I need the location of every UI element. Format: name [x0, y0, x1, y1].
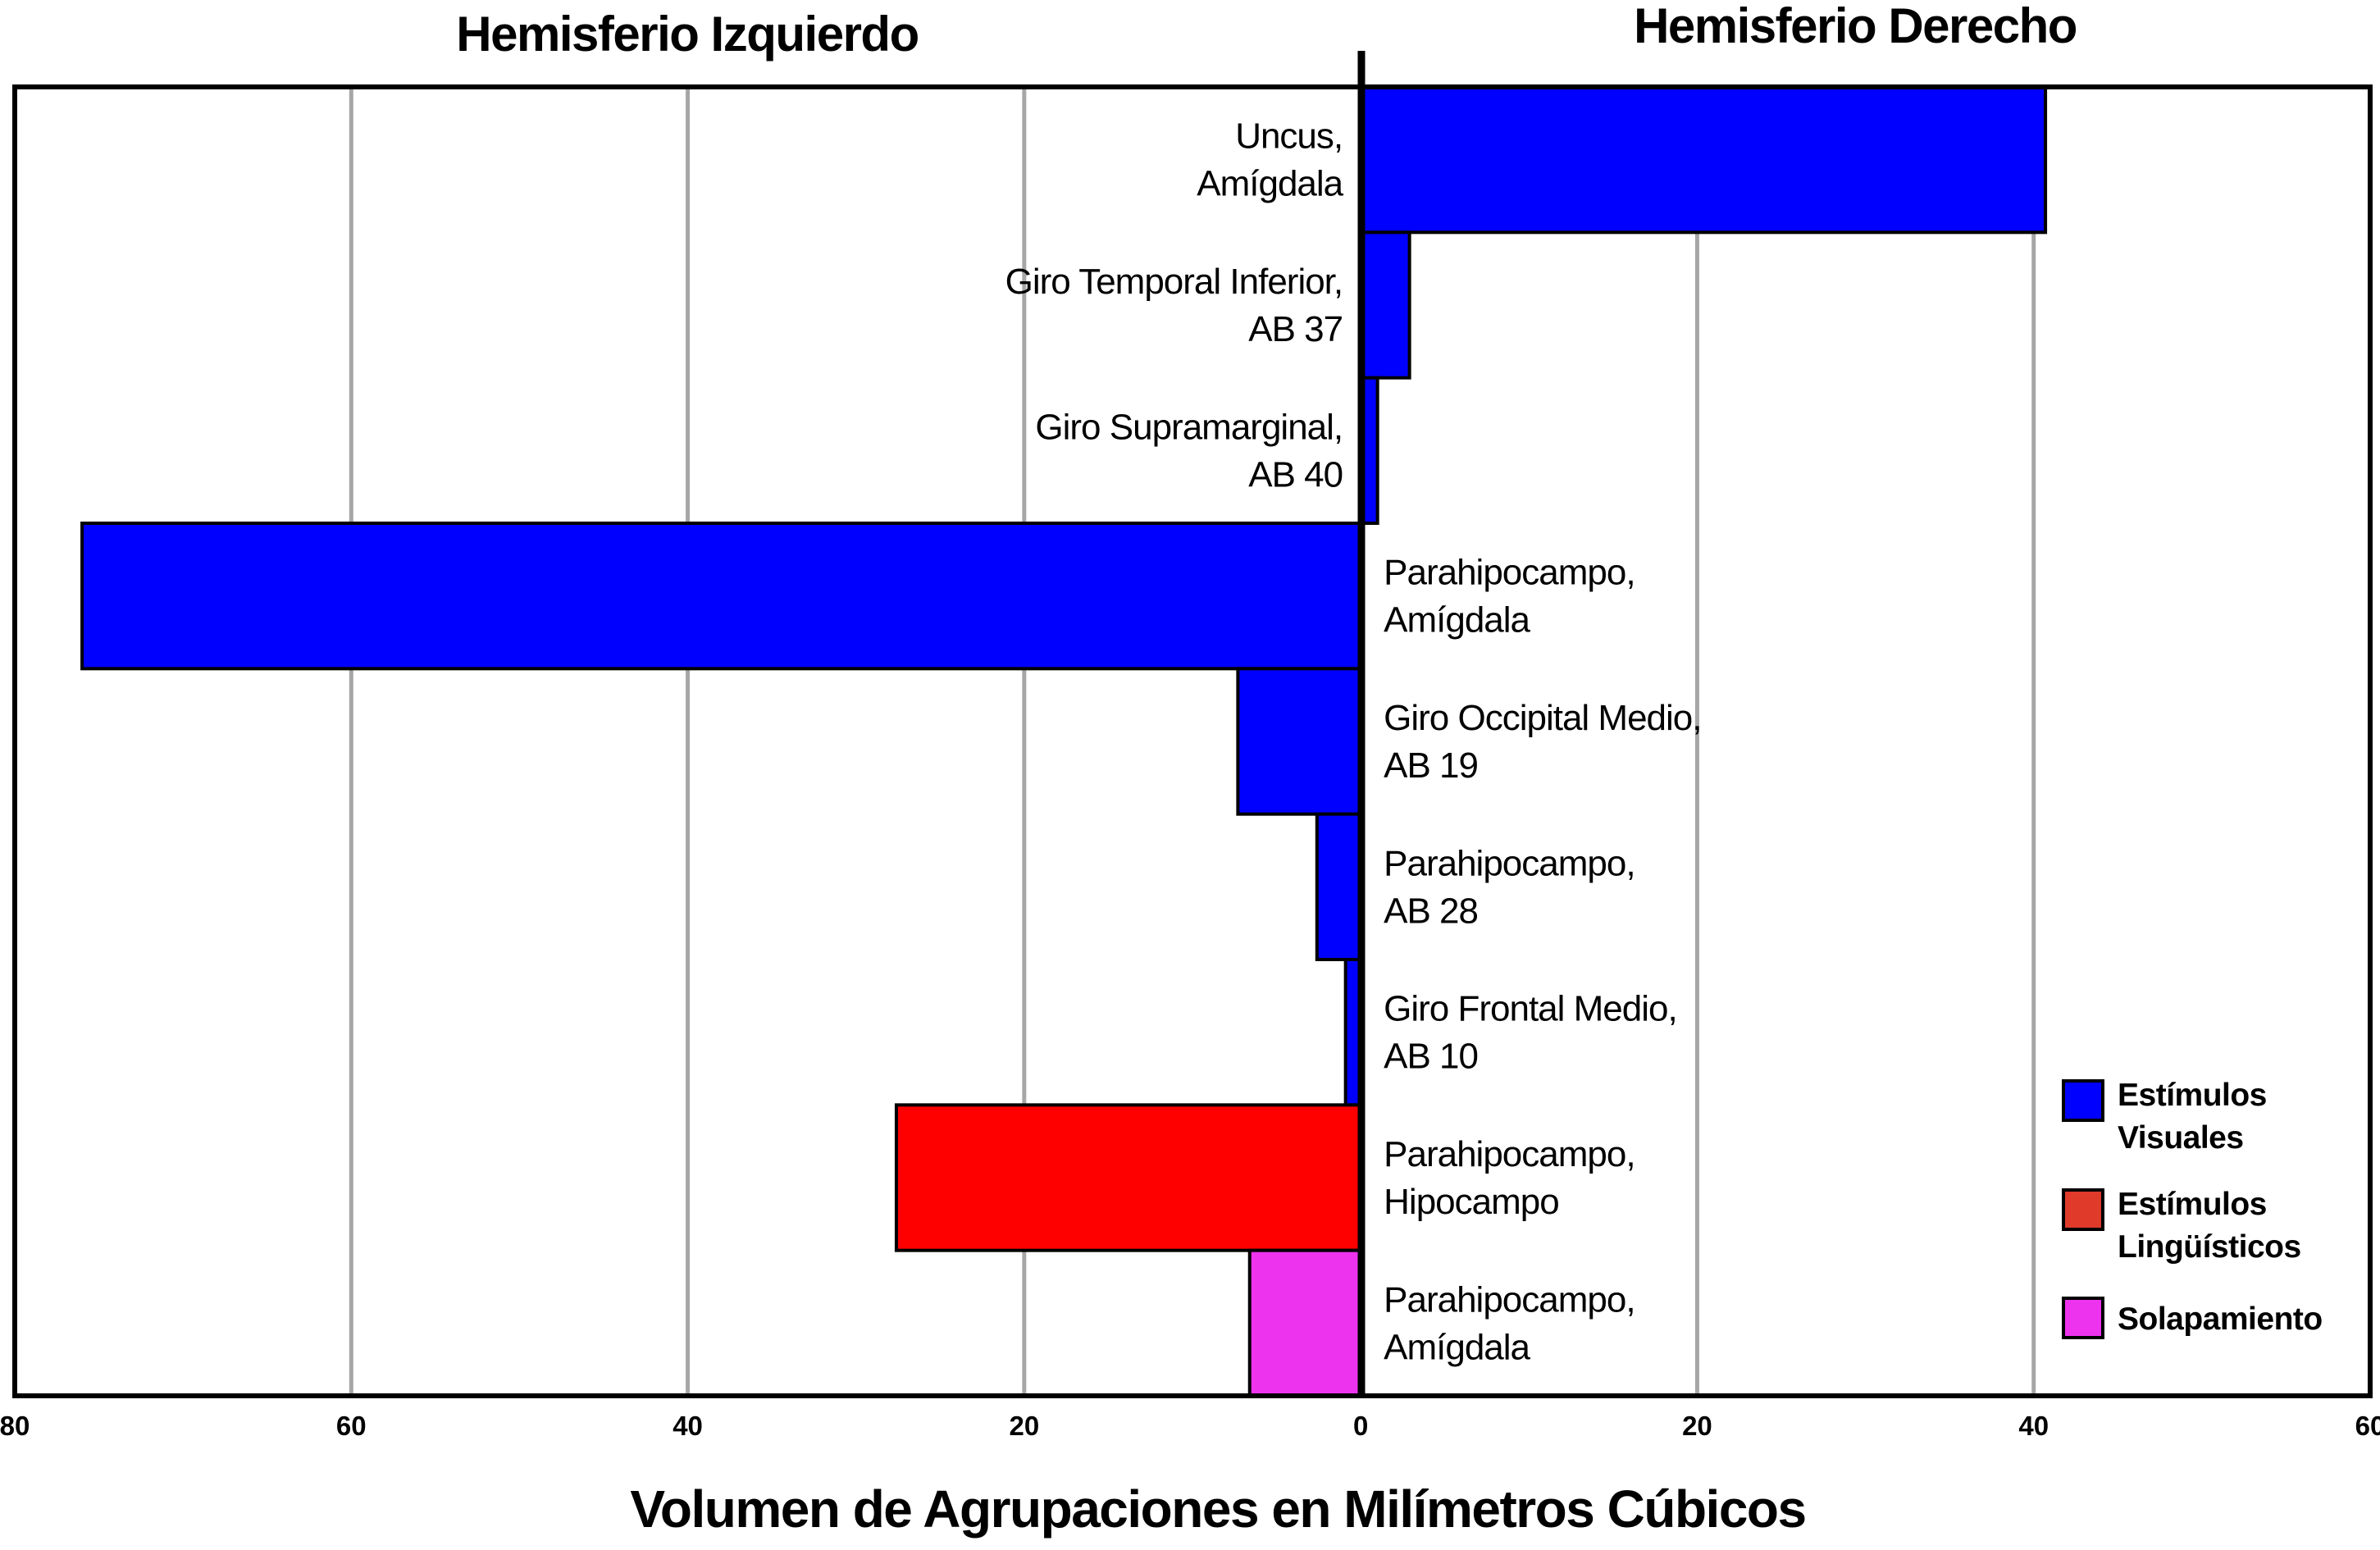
bar-4	[1236, 667, 1363, 816]
legend-swatch-0	[2062, 1079, 2104, 1122]
x-tick-label-4: 0	[1353, 1411, 1368, 1441]
category-label-4: Giro Occipital Medio, AB 19	[1384, 698, 1701, 786]
category-label-3: Parahipocampo, Amígdala	[1384, 553, 1635, 641]
x-tick-label-5: 20	[1682, 1411, 1712, 1441]
category-labels: Uncus, Amígdala Giro Temporal Inferior, AB …	[1005, 116, 1703, 1368]
category-label-2: Giro Supramarginal, AB 40	[1035, 407, 1343, 495]
bars-group	[80, 85, 2048, 1397]
legend-swatch-2	[2062, 1297, 2104, 1339]
x-tick-label-1: 60	[336, 1411, 367, 1441]
left-hemisphere-title: Hemisferio Izquierdo	[456, 7, 918, 62]
right-hemisphere-title: Hemisferio Derecho	[1634, 0, 2077, 53]
bar-1	[1359, 230, 1411, 380]
category-label-6: Giro Frontal Medio, AB 10	[1384, 989, 1677, 1077]
bar-8	[1247, 1248, 1363, 1397]
category-label-5: Parahipocampo, AB 28	[1384, 843, 1635, 931]
category-label-0: Uncus, Amígdala	[1197, 116, 1343, 204]
category-label-7: Parahipocampo, Hipocampo	[1384, 1134, 1635, 1222]
x-tick-label-7: 60	[2355, 1411, 2380, 1441]
bar-7	[894, 1103, 1363, 1252]
legend-label-1: Estímulos Lingüísticos	[2118, 1187, 2301, 1265]
bar-0	[1359, 85, 2048, 235]
x-tick-labels: 80 60 40 20 0 20 40 60	[0, 1411, 2380, 1441]
bar-3	[80, 522, 1363, 671]
legend: Estímulos Visuales Estímulos Lingüísticos So…	[2062, 1078, 2323, 1339]
plot-frame	[12, 84, 2373, 1398]
x-tick-label-3: 20	[1009, 1411, 1039, 1441]
x-tick-label-2: 40	[673, 1411, 703, 1441]
legend-label-0: Estímulos Visuales	[2118, 1078, 2267, 1156]
legend-label-2: Solapamiento	[2118, 1302, 2323, 1337]
bar-5	[1315, 812, 1363, 962]
x-tick-label-6: 40	[2018, 1411, 2049, 1441]
legend-swatch-1	[2062, 1188, 2104, 1231]
x-tick-label-0: 80	[0, 1411, 30, 1441]
x-axis-label: Volumen de Agrupaciones en Milímetros Cú…	[630, 1479, 1805, 1539]
category-label-8: Parahipocampo, Amígdala	[1384, 1279, 1635, 1367]
category-label-1: Giro Temporal Inferior, AB 37	[1005, 262, 1343, 349]
